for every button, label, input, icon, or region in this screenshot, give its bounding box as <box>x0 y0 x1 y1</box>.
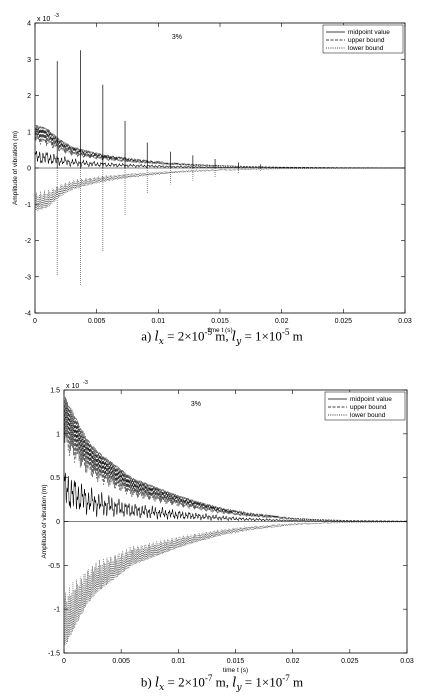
chart-0-x-tick-label: 0.01 <box>152 318 166 325</box>
chart-1-x-tick-label: 0.025 <box>341 658 359 665</box>
chart-0-y-tick-label: 3 <box>27 57 31 64</box>
chart-0-y-tick-label: -4 <box>25 311 31 318</box>
chart-0-x-tick-label: 0 <box>33 318 37 325</box>
chart-1-legend-box <box>324 391 406 421</box>
chart-1-y-tick-label: -1 <box>54 607 60 614</box>
chart-0-y-exponent: x 10 <box>37 16 50 23</box>
chart-1-y-exponent: x 10 <box>66 383 79 390</box>
chart-1-y-tick-label: 1.5 <box>50 388 60 395</box>
chart-1-x-tick-label: 0 <box>62 658 66 665</box>
chart-1-annotation: 3% <box>191 401 201 408</box>
chart-0-y-tick-label: 1 <box>27 129 31 136</box>
chart-0-y-tick-label: -1 <box>25 202 31 209</box>
chart-panel-a: 0 0.005 0.01 0.015 0.02 0.025 0.03 -4 -3 -2 -1 0 1 2 3… <box>12 13 412 347</box>
chart-1-y-tick-label: 0.5 <box>50 475 60 482</box>
chart-0-series-upper-bound <box>35 124 405 169</box>
caption-b: b) lx = 2×10-7 m, ly = 1×10-7 m <box>140 673 304 693</box>
chart-1-legend-label: upper bound <box>350 404 387 411</box>
chart-0-x-tick-label: 0.02 <box>275 318 289 325</box>
chart-0-y-tick-label: 4 <box>27 21 31 28</box>
chart-1-y-tick-label: -1.5 <box>48 651 60 658</box>
chart-0-y-tick-label: 2 <box>27 93 31 100</box>
chart-0-y-tick-label: 0 <box>27 166 31 173</box>
chart-0-annotation: 3% <box>172 34 182 41</box>
chart-1-y-tick-label: -0.5 <box>48 563 60 570</box>
caption-a: a) lx = 2×10-5 m, ly = 1×10-5 m <box>141 327 303 347</box>
chart-b-svg: 0 0.005 0.01 0.015 0.02 0.025 0.03 -1.5 -1 -0.5 0 0… <box>41 380 414 674</box>
chart-1-series-lower-bound <box>64 521 407 646</box>
chart-0-legend-label: upper bound <box>348 37 385 44</box>
chart-0-x-tick-label: 0.025 <box>335 318 353 325</box>
chart-1-y-tick-label: 1 <box>56 431 60 438</box>
chart-1-y-axis-label: Amplitude of vibration (m) <box>41 484 48 558</box>
chart-1-x-tick-label: 0.01 <box>172 658 186 665</box>
chart-0-legend-label: midpoint value <box>348 29 390 36</box>
chart-1-x-tick-label: 0.02 <box>286 658 300 665</box>
chart-0-x-tick-label: 0.015 <box>211 318 229 325</box>
chart-0-x-tick-label: 0.03 <box>398 318 412 325</box>
chart-1-x-axis-label: time t (s) <box>223 667 248 674</box>
chart-0-x-tick-label: 0.005 <box>88 318 106 325</box>
chart-1-x-tick-label: 0.03 <box>400 658 414 665</box>
chart-0-legend-label: lower bound <box>348 45 384 52</box>
chart-1-series-upper-bound <box>64 396 407 522</box>
chart-0-y-tick-label: -3 <box>25 274 31 281</box>
chart-0-y-exponent-power: -3 <box>54 13 59 19</box>
chart-0-legend-box <box>322 24 404 54</box>
chart-1-x-tick-label: 0.005 <box>112 658 130 665</box>
chart-0-x-axis-label: time t (s) <box>207 327 232 334</box>
chart-a-svg: 0 0.005 0.01 0.015 0.02 0.025 0.03 -4 -3 -2 -1 0 1 2 3… <box>12 13 412 334</box>
chart-1-legend-label: lower bound <box>350 412 386 419</box>
chart-0-y-tick-label: -2 <box>25 238 31 245</box>
chart-1-y-exponent-power: -3 <box>83 380 88 386</box>
chart-panel-b: 0 0.005 0.01 0.015 0.02 0.025 0.03 -1.5 -1 -0.5 0 0… <box>0 360 444 696</box>
chart-1-legend-label: midpoint value <box>350 396 392 403</box>
chart-1-y-tick-label: 0 <box>56 519 60 526</box>
chart-0-y-axis-label: Amplitude of vibration (m) <box>12 131 19 205</box>
chart-1-x-tick-label: 0.015 <box>227 658 245 665</box>
